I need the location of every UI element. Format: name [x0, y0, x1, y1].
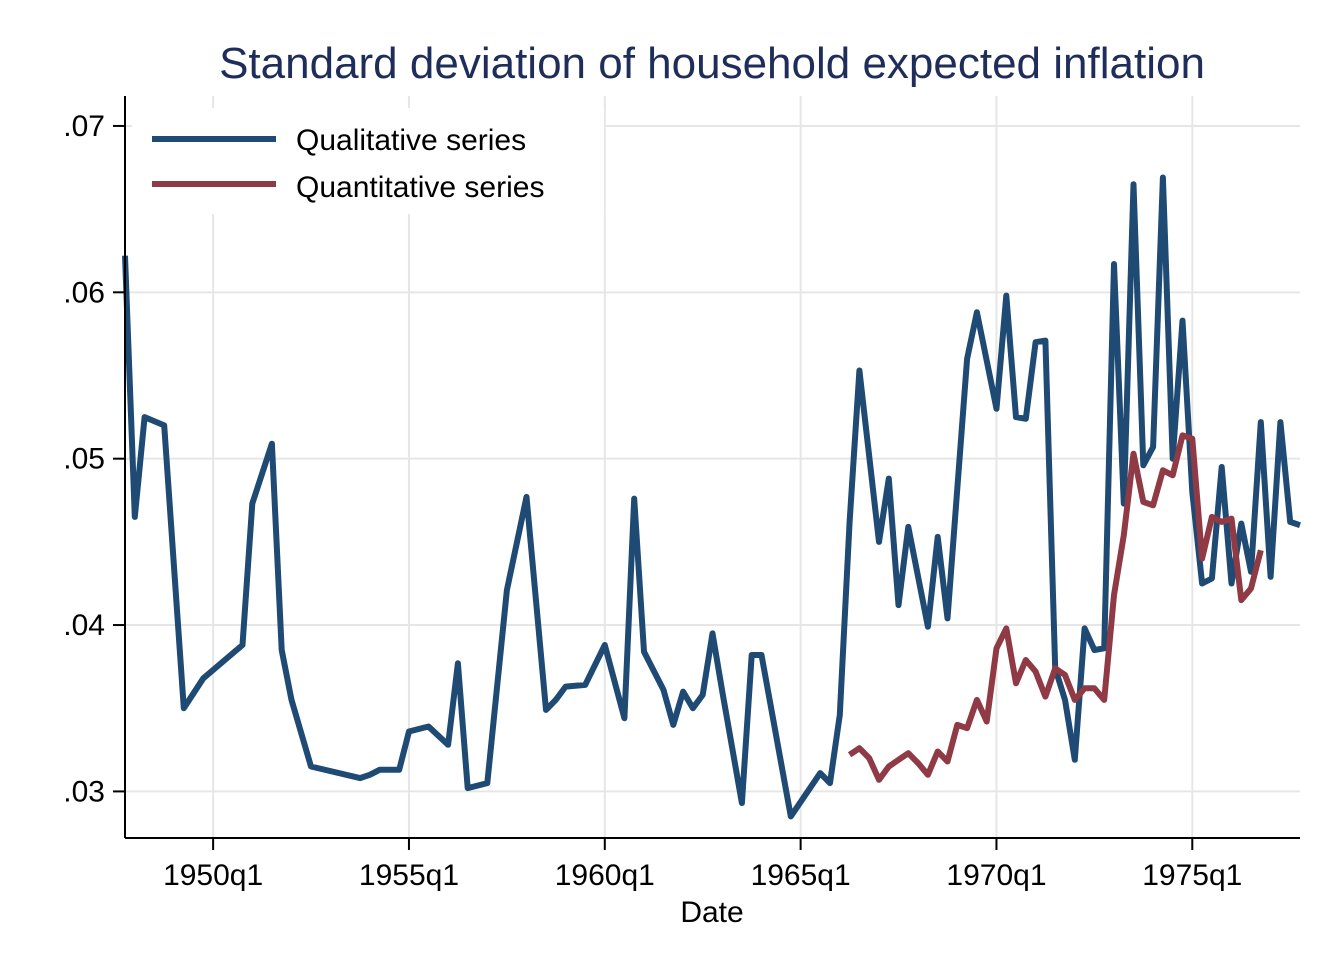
x-tick-label: 1955q1: [359, 859, 459, 892]
legend-label-quantitative: Quantitative series: [296, 171, 544, 204]
chart-title: Standard deviation of household expected…: [219, 39, 1205, 88]
series-line-qualitative: [122, 174, 1301, 820]
y-tick-label: .05: [63, 443, 105, 476]
x-tick-label: 1965q1: [751, 859, 851, 892]
legend: Qualitative series Quantitative series: [132, 108, 604, 214]
legend-label-qualitative: Qualitative series: [296, 124, 526, 157]
y-tick-label: .04: [63, 609, 105, 642]
x-tick-label: 1970q1: [946, 859, 1046, 892]
y-tick-label: .03: [63, 775, 105, 808]
x-tick-label: 1950q1: [163, 859, 263, 892]
x-tick-label: 1975q1: [1142, 859, 1242, 892]
x-axis-label: Date: [680, 896, 743, 929]
series-lines: [122, 174, 1301, 820]
x-tick-label: 1960q1: [555, 859, 655, 892]
legend-box: [132, 108, 604, 214]
y-tick-label: .06: [63, 276, 105, 309]
series-line-quantitative: [847, 432, 1264, 783]
axes: .03 .04 .05 .06 .07 1950q1 1955q1 1960q1 1965q1 1…: [63, 96, 1300, 892]
y-tick-label: .07: [63, 110, 105, 143]
